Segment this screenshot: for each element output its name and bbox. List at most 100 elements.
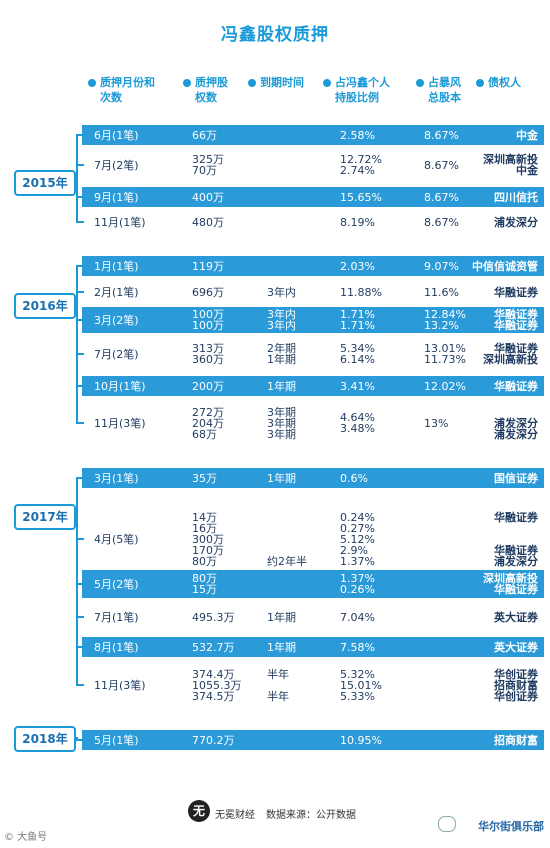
amount-cell: 325万: [192, 153, 224, 166]
header-total: 占暴风 总股本: [416, 75, 461, 105]
ratio-cell: 3.48%: [340, 422, 375, 435]
creditor-cell: 华融证券: [494, 510, 538, 524]
bullet-icon: [416, 79, 424, 87]
year-label: 2016年: [14, 293, 76, 319]
creditor-cell: 华创证券: [494, 689, 538, 703]
watermark-right: 华尔街俱乐部: [478, 820, 544, 833]
table-row: 8月(1笔) 532.7万 1年期 7.58% 英大证券: [82, 637, 544, 657]
page-title: 冯鑫股权质押: [221, 25, 329, 45]
due-cell: 1年期: [267, 640, 296, 654]
bracket-line: [76, 266, 78, 423]
creditor-cell: 华融证券: [494, 308, 538, 321]
amount-cell: 70万: [192, 164, 217, 177]
amount-cell: 15万: [192, 583, 217, 596]
table-row: 4月(5笔) 14万 16万 300万 170万 80万 约2年半 0.24% 0.27% 5.1…: [82, 494, 544, 584]
bracket-tick: [76, 291, 84, 293]
creditor-cell: 华融证券: [494, 319, 538, 332]
ratio-cell: 15.65%: [340, 190, 382, 204]
ratio-cell: 0.27%: [340, 521, 375, 535]
amount-cell: 14万: [192, 510, 217, 524]
total-cell: 12.02%: [424, 379, 466, 393]
ratio-cell: 3.41%: [340, 379, 375, 393]
creditor-cell: 华融证券: [494, 543, 538, 557]
bracket-tick: [76, 353, 84, 355]
amount-cell: 35万: [192, 471, 217, 485]
bracket-tick: [76, 583, 84, 585]
month-cell: 3月(2笔): [94, 313, 139, 327]
ratio-cell: 8.19%: [340, 215, 375, 229]
month-cell: 5月(1笔): [94, 733, 139, 747]
table-row: 3月(2笔) 100万 100万 3年内 3年内 1.71% 1.71% 12.84% 13.2…: [82, 307, 544, 333]
month-cell: 5月(2笔): [94, 577, 139, 591]
ratio-cell: 7.04%: [340, 610, 375, 624]
table-row: 3月(1笔) 35万 1年期 0.6% 国信证券: [82, 468, 544, 488]
header-creditor: 债权人: [476, 75, 521, 90]
amount-cell: 272万: [192, 405, 224, 419]
amount-cell: 374.4万: [192, 667, 235, 681]
due-cell: 3年内: [267, 285, 296, 299]
table-row: 11月(3笔) 272万 204万 68万 3年期 3年期 3年期 4.64% 3.48% 13%…: [82, 403, 544, 443]
ratio-cell: 2.03%: [340, 259, 375, 273]
year-label: 2015年: [14, 170, 76, 196]
year-label: 2017年: [14, 504, 76, 530]
bullet-icon: [248, 79, 256, 87]
amount-cell: 495.3万: [192, 610, 235, 624]
creditor-cell: 深圳高新投: [483, 572, 538, 585]
month-cell: 7月(2笔): [94, 158, 139, 172]
creditor-cell: 中金: [516, 128, 538, 142]
year-label: 2018年: [14, 726, 76, 752]
month-cell: 3月(1笔): [94, 471, 139, 485]
ratio-cell: 6.14%: [340, 353, 375, 366]
ratio-cell: 4.64%: [340, 411, 375, 424]
creditor-cell: 英大证券: [494, 640, 538, 654]
creditor-cell: 中金: [516, 164, 538, 177]
due-cell: 1年期: [267, 353, 296, 366]
ratio-cell: 15.01%: [340, 678, 382, 692]
month-cell: 9月(1笔): [94, 190, 139, 204]
due-cell: 半年: [267, 667, 289, 681]
bracket-tick: [76, 646, 84, 648]
data-source: 数据来源：公开数据: [266, 810, 356, 821]
month-cell: 7月(2笔): [94, 347, 139, 361]
due-cell: 1年期: [267, 471, 296, 485]
creditor-cell: 招商财富: [494, 733, 538, 747]
bracket-line: [76, 135, 78, 222]
header-amount: 质押股 权数: [183, 75, 228, 105]
total-cell: 13.01%: [424, 342, 466, 355]
header-ratio: 占冯鑫个人 持股比例: [323, 75, 390, 105]
month-cell: 7月(1笔): [94, 610, 139, 624]
highlight-band: [82, 468, 544, 488]
due-cell: 3年期: [267, 427, 296, 441]
bracket-tick: [76, 385, 84, 387]
header-month: 质押月份和 次数: [88, 75, 155, 105]
amount-cell: 16万: [192, 521, 217, 535]
bracket-tick: [76, 684, 84, 686]
creditor-cell: 中信信诚资管: [472, 259, 538, 273]
table-row: 1月(1笔) 119万 2.03% 9.07% 中信信诚资管: [82, 256, 544, 276]
ratio-cell: 0.26%: [340, 583, 375, 596]
table-row: 2月(1笔) 696万 3年内 11.88% 11.6% 华融证券: [82, 282, 544, 302]
creditor-cell: 华融证券: [494, 379, 538, 393]
due-cell: 3年期: [267, 416, 296, 430]
bracket-tick: [76, 134, 84, 136]
due-cell: 2年期: [267, 342, 296, 355]
bracket-tick: [76, 538, 84, 540]
highlight-band: [82, 730, 544, 750]
bracket-line: [76, 737, 78, 740]
bracket-tick: [76, 319, 84, 321]
amount-cell: 170万: [192, 543, 224, 557]
creditor-cell: 深圳高新投: [483, 353, 538, 366]
bracket-line: [76, 478, 78, 685]
total-cell: 11.6%: [424, 285, 459, 299]
due-cell: 1年期: [267, 379, 296, 393]
table-row: 11月(1笔) 480万 8.19% 8.67% 浦发深分: [82, 212, 544, 232]
month-cell: 11月(3笔): [94, 678, 146, 692]
due-cell: 1年期: [267, 610, 296, 624]
creditor-cell: 浦发深分: [494, 427, 538, 441]
table-row: 5月(2笔) 80万 15万 1.37% 0.26% 深圳高新投 华融证券: [82, 570, 544, 598]
amount-cell: 360万: [192, 353, 224, 366]
watermark-left: © 大鱼号: [4, 832, 48, 843]
month-cell: 6月(1笔): [94, 128, 139, 142]
table-row: 10月(1笔) 200万 1年期 3.41% 12.02% 华融证券: [82, 376, 544, 396]
